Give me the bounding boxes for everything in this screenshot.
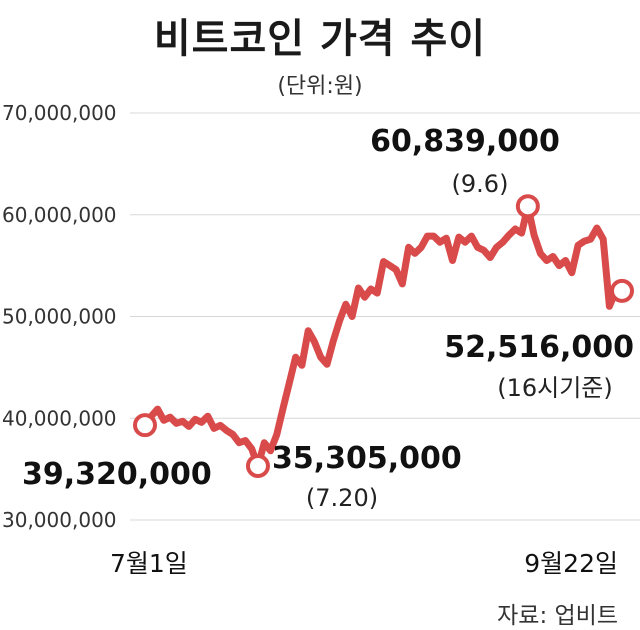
annotation-low-value: 35,305,000 [272,441,462,476]
annotation-high-date: (9.6) [452,170,509,198]
annotation-low-date: (7.20) [306,484,378,512]
data-point-marker [515,194,540,219]
marker-layer [133,194,634,479]
series-line-layer [141,202,626,470]
chart-title: 비트코인 가격 추이 [153,16,487,62]
x-label-start: 7월1일 [110,549,188,578]
y-axis-ticks: 70,000,000 60,000,000 50,000,000 40,000,000… [2,101,117,532]
annotation-current-time: (16시기준) [497,374,613,402]
annotation-current-value: 52,516,000 [444,330,634,365]
annotation-high-value: 60,839,000 [370,124,560,159]
unit-label: (단위:원) [277,74,363,99]
y-tick-label: 40,000,000 [2,406,117,430]
source-note: 자료: 업비트 [497,603,618,629]
price-series-line [141,202,626,470]
data-point-marker [245,454,270,479]
y-tick-label: 30,000,000 [2,508,117,532]
y-tick-label: 70,000,000 [2,101,117,125]
y-tick-label: 50,000,000 [2,305,117,329]
data-point-marker [133,413,157,438]
y-tick-label: 60,000,000 [2,203,117,227]
annotation-start-value: 39,320,000 [22,457,212,492]
annotation-layer: 39,320,000 35,305,000 (7.20) 60,839,000 … [22,124,634,578]
data-point-marker [610,278,634,303]
grid-lines [130,112,640,521]
x-label-end: 9월22일 [524,549,618,578]
